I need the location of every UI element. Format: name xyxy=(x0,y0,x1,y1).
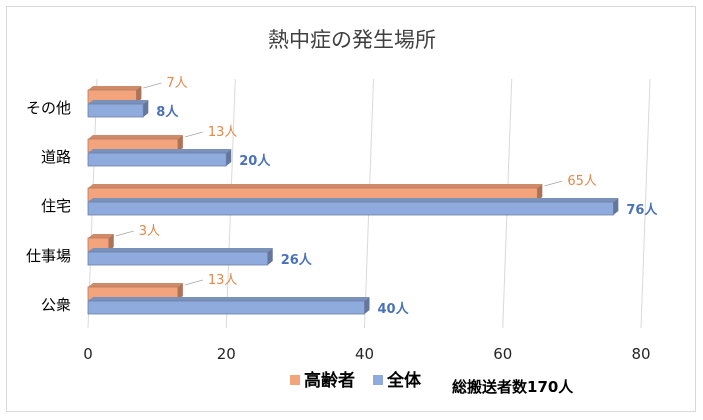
leader-line xyxy=(544,180,563,187)
legend-label-elderly: 高齢者 xyxy=(304,370,355,391)
data-labels: 7人 13人 65人 3人 13人 8人 20人 76人 26人 40人 xyxy=(115,76,658,317)
legend-swatch-elderly xyxy=(290,375,300,385)
gridline xyxy=(640,78,651,329)
data-label: 26人 xyxy=(281,252,313,268)
category-label: その他 xyxy=(26,99,71,117)
category-label: 公衆 xyxy=(41,296,71,314)
data-label: 7人 xyxy=(166,76,187,91)
data-label: 8人 xyxy=(156,104,179,120)
x-tick-label: 60 xyxy=(493,345,512,363)
chart-title: 熱中症の発生場所 xyxy=(268,28,436,52)
legend: 高齢者 全体 xyxy=(290,370,422,391)
bar xyxy=(87,198,619,216)
data-label: 76人 xyxy=(626,202,658,218)
leader-line xyxy=(115,230,134,237)
data-label: 40人 xyxy=(378,301,410,317)
bar xyxy=(87,248,273,266)
bar xyxy=(87,100,149,118)
category-label: 仕事場 xyxy=(26,247,71,265)
legend-label-all: 全体 xyxy=(386,370,422,391)
x-tick-label: 40 xyxy=(355,345,374,363)
x-tick-labels: 0 20 40 60 80 xyxy=(83,345,650,363)
x-tick-label: 80 xyxy=(631,345,650,363)
data-label: 65人 xyxy=(567,174,597,189)
chart-frame: 熱中症の発生場所 その他道路住宅仕事場公衆 0 20 40 60 80 7人 13人 65人… xyxy=(6,6,696,412)
bar xyxy=(87,149,232,167)
bars xyxy=(87,86,619,315)
total-annotation: 総搬送者数170人 xyxy=(452,378,574,396)
bar xyxy=(87,184,543,202)
data-label: 13人 xyxy=(208,125,238,140)
x-tick-label: 20 xyxy=(217,345,236,363)
x-tick-label: 0 xyxy=(83,345,93,363)
bar xyxy=(87,297,370,315)
leader-line xyxy=(184,279,203,286)
category-label: 住宅 xyxy=(41,197,71,215)
leader-line xyxy=(184,131,203,138)
data-label: 13人 xyxy=(208,273,238,288)
data-label: 3人 xyxy=(139,224,160,239)
leader-line xyxy=(143,82,162,89)
category-label: 道路 xyxy=(41,148,71,166)
data-label: 20人 xyxy=(239,153,271,169)
legend-swatch-all xyxy=(373,375,383,385)
